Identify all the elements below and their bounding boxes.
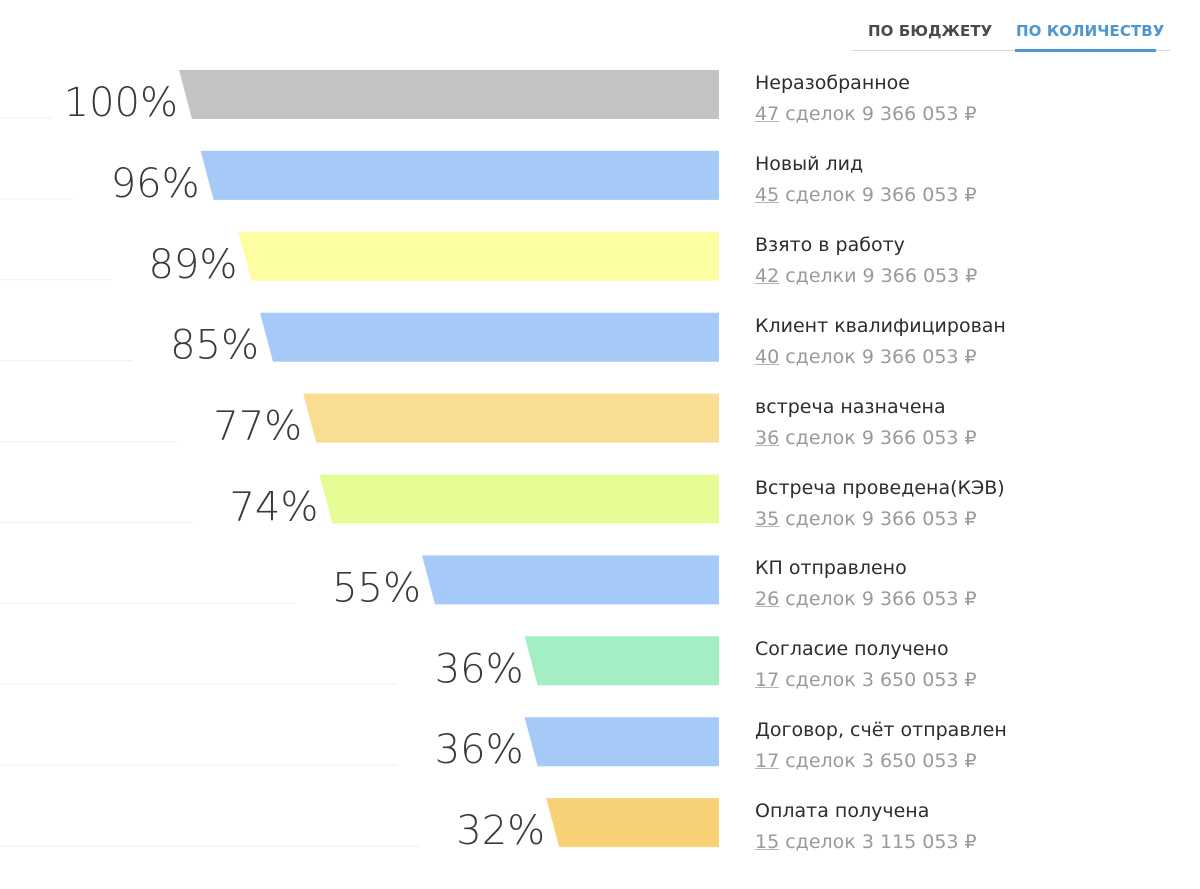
funnel-bar[interactable] [303,393,719,443]
funnel-bar[interactable] [319,474,719,524]
funnel-bar[interactable] [546,798,719,848]
deals-word: сделок [785,669,856,692]
deals-word: сделок [785,588,856,611]
funnel-bar[interactable] [200,150,720,200]
stage-amount: 9 366 053 ₽ [861,103,977,125]
funnel-percent-label: 55% [332,565,421,611]
funnel-percent-label: 89% [148,242,237,288]
stage-amount: 9 366 053 ₽ [861,345,977,368]
stage-meta: 47 сделок 9 366 053 ₽ [755,102,1175,126]
stage-info: Оплата получена 15 сделок 3 115 053 ₽ [755,799,1175,854]
deals-word: сделок [785,507,856,530]
deal-count-link[interactable]: 47 [755,103,780,125]
stage-meta: 45 сделок 9 366 053 ₽ [755,183,1175,207]
active-tab-indicator [1015,49,1156,52]
stage-name: Взято в работу [755,233,905,256]
deal-count-link[interactable]: 15 [755,831,780,854]
stage-name: Новый лид [755,152,864,175]
stage-info: Неразобранное 47 сделок 9 366 053 ₽ [755,71,1175,126]
deal-count-link[interactable]: 26 [755,588,780,611]
stage-info: Взято в работу 42 сделки 9 366 053 ₽ [755,233,1175,288]
stage-info: Новый лид 45 сделок 9 366 053 ₽ [755,152,1175,207]
stage-meta: 15 сделок 3 115 053 ₽ [755,830,1175,854]
funnel-percent-label: 36% [435,727,524,773]
stage-amount: 3 650 053 ₽ [861,669,977,692]
stage-meta: 17 сделок 3 650 053 ₽ [755,668,1175,692]
stage-info: Согласие получено 17 сделок 3 650 053 ₽ [755,637,1175,692]
stage-amount: 9 366 053 ₽ [861,426,977,449]
stage-info: встреча назначена 36 сделок 9 366 053 ₽ [755,395,1175,450]
funnel-bar[interactable] [422,555,719,605]
deal-count-link[interactable]: 42 [755,264,780,287]
funnel-bar[interactable] [260,312,719,362]
deals-word: сделок [785,831,856,854]
stage-amount: 9 366 053 ₽ [861,183,977,206]
funnel-percent-label: 32% [456,808,545,854]
stage-info: Встреча проведена(КЭВ) 35 сделок 9 366 05… [755,476,1175,531]
funnel-percent-label: 77% [213,404,302,450]
stage-name: Оплата получена [755,800,930,823]
deals-word: сделок [785,426,856,449]
funnel-bar[interactable] [179,70,719,119]
deals-word: сделок [785,750,856,773]
stage-name: Неразобранное [755,72,910,94]
stage-meta: 17 сделок 3 650 053 ₽ [755,749,1175,773]
deals-word: сделок [785,345,856,368]
stage-meta: 26 сделок 9 366 053 ₽ [755,587,1175,611]
funnel-bar[interactable] [238,231,719,281]
stage-name: Клиент квалифицирован [755,314,1006,337]
funnel-percent-label: 74% [229,485,318,531]
stage-info: Договор, счёт отправлен 17 сделок 3 650 0… [755,718,1175,773]
stage-amount: 3 650 053 ₽ [861,750,977,773]
deals-word: сделок [785,103,856,125]
deals-word: сделки [785,264,857,287]
stage-amount: 9 366 053 ₽ [862,264,978,287]
deals-word: сделок [785,183,856,206]
stage-name: Договор, счёт отправлен [755,719,1007,742]
stage-name: встреча назначена [755,395,946,418]
stage-name: Согласие получено [755,638,949,661]
deal-count-link[interactable]: 17 [755,750,780,773]
funnel-percent-label: 85% [170,323,259,369]
deal-count-link[interactable]: 40 [755,345,780,368]
tab-by-budget[interactable]: ПО БЮДЖЕТУ [868,22,993,40]
stage-name: КП отправлено [755,557,907,580]
stage-name: Встреча проведена(КЭВ) [755,476,1005,499]
tabs-divider [852,50,1170,51]
stage-info: Клиент квалифицирован 40 сделок 9 366 053… [755,314,1175,369]
stage-info: КП отправлено 26 сделок 9 366 053 ₽ [755,556,1175,611]
funnel-percent-label: 36% [435,646,524,692]
stage-amount: 9 366 053 ₽ [861,588,977,611]
stage-meta: 42 сделки 9 366 053 ₽ [755,264,1175,288]
funnel-bar[interactable] [524,717,719,767]
stage-amount: 9 366 053 ₽ [861,507,977,530]
funnel-percent-label: 96% [111,161,200,207]
stage-meta: 35 сделок 9 366 053 ₽ [755,507,1175,531]
stage-meta: 36 сделок 9 366 053 ₽ [755,426,1175,450]
stage-meta: 40 сделок 9 366 053 ₽ [755,345,1175,369]
funnel-bar[interactable] [524,636,719,686]
deal-count-link[interactable]: 36 [755,426,780,449]
tab-by-count[interactable]: ПО КОЛИЧЕСТВУ [1016,22,1165,40]
funnel-percent-label: 100% [64,80,178,126]
deal-count-link[interactable]: 17 [755,669,780,692]
stage-amount: 3 115 053 ₽ [861,831,977,854]
deal-count-link[interactable]: 35 [755,507,780,530]
deal-count-link[interactable]: 45 [755,183,780,206]
